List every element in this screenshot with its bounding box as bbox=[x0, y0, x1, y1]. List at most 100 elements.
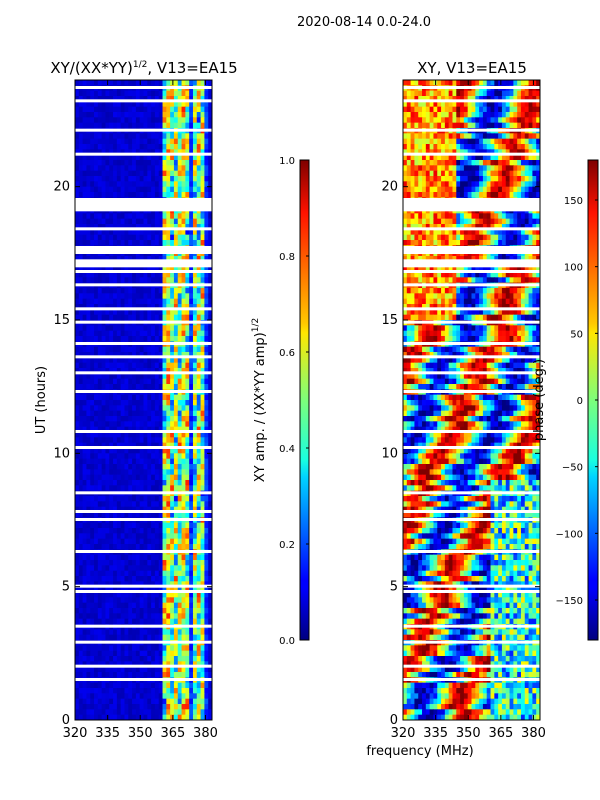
left-heatmap-cell bbox=[97, 512, 103, 518]
right-heatmap-cell bbox=[486, 106, 492, 113]
right-heatmap-cell bbox=[517, 80, 522, 86]
left-heatmap-cell bbox=[189, 336, 194, 342]
left-heatmap-cell bbox=[189, 682, 194, 689]
left-heatmap-cell bbox=[204, 357, 209, 364]
left-heatmap-cell bbox=[147, 560, 152, 566]
left-heatmap-cell bbox=[113, 656, 118, 662]
right-heatmap-cell bbox=[441, 122, 446, 129]
left-heatmap-cell bbox=[94, 698, 99, 705]
left-heatmap-cell bbox=[181, 154, 186, 161]
left-heatmap-cell bbox=[90, 325, 95, 332]
left-heatmap-cell bbox=[78, 432, 84, 438]
right-heatmap-cell bbox=[532, 122, 537, 129]
left-heatmap-cell bbox=[151, 160, 156, 166]
left-heatmap-cell bbox=[204, 186, 209, 193]
left-heatmap-cell bbox=[147, 688, 152, 694]
left-heatmap-cell bbox=[185, 645, 190, 652]
left-heatmap-cell bbox=[162, 661, 167, 668]
left-heatmap-cell bbox=[173, 544, 179, 550]
left-heatmap-cell bbox=[147, 682, 152, 689]
left-heatmap-cell bbox=[113, 613, 118, 620]
left-heatmap-cell bbox=[101, 506, 107, 513]
left-heatmap-cell bbox=[82, 101, 88, 108]
left-heatmap-cell bbox=[177, 586, 183, 593]
left-heatmap-cell bbox=[204, 394, 209, 401]
left-heatmap-cell bbox=[120, 485, 126, 492]
left-heatmap-cell bbox=[177, 224, 183, 230]
left-heatmap-cell bbox=[132, 533, 137, 540]
left-heatmap-cell bbox=[200, 554, 205, 561]
left-heatmap-cell bbox=[109, 698, 114, 705]
left-heatmap-cell bbox=[139, 234, 145, 241]
left-heatmap-cell bbox=[75, 298, 80, 305]
left-heatmap-cell bbox=[151, 117, 156, 124]
right-heatmap-cell bbox=[418, 117, 423, 124]
left-heatmap-cell bbox=[196, 464, 202, 470]
left-heatmap-cell bbox=[154, 368, 160, 374]
left-heatmap-cell bbox=[173, 608, 179, 614]
left-heatmap-cell bbox=[101, 298, 107, 305]
left-heatmap-cell bbox=[204, 688, 209, 694]
left-heatmap-cell bbox=[90, 698, 95, 705]
left-heatmap-cell bbox=[173, 442, 179, 449]
left-heatmap-cell bbox=[189, 117, 194, 124]
right-heatmap-cell bbox=[501, 90, 507, 97]
left-heatmap-cell bbox=[170, 224, 175, 230]
left-heatmap-cell bbox=[82, 106, 88, 113]
left-heatmap-cell bbox=[101, 192, 107, 198]
right-heatmap-cell bbox=[486, 154, 492, 161]
left-heatmap-cell bbox=[94, 400, 99, 406]
right-heatmap-cell bbox=[520, 122, 526, 129]
right-heatmap-cell bbox=[456, 106, 461, 113]
left-heatmap-cell bbox=[75, 218, 80, 225]
left-heatmap-cell bbox=[101, 442, 107, 449]
left-heatmap-cell bbox=[204, 309, 209, 316]
left-heatmap-cell bbox=[105, 186, 110, 193]
left-heatmap-cell bbox=[78, 170, 84, 177]
left-heatmap-cell bbox=[173, 154, 179, 161]
left-heatmap-cell bbox=[94, 90, 99, 97]
left-heatmap-cell bbox=[128, 709, 133, 716]
left-heatmap-cell bbox=[97, 325, 103, 332]
left-heatmap-cell bbox=[151, 650, 156, 657]
left-heatmap-cell bbox=[147, 165, 152, 172]
left-heatmap-cell bbox=[116, 133, 122, 140]
left-heatmap-cell bbox=[113, 330, 118, 337]
left-heatmap-cell bbox=[208, 645, 212, 652]
left-heatmap-cell bbox=[154, 218, 160, 225]
left-heatmap-cell bbox=[173, 357, 179, 364]
left-heatmap-cell bbox=[181, 117, 186, 124]
left-heatmap-cell bbox=[177, 229, 183, 236]
left-heatmap-cell bbox=[147, 362, 152, 369]
left-heatmap-cell bbox=[200, 474, 205, 481]
left-heatmap-cell bbox=[143, 496, 148, 502]
left-heatmap-cell bbox=[185, 400, 190, 406]
left-heatmap-cell bbox=[124, 309, 129, 316]
right-heatmap-cell bbox=[406, 133, 412, 140]
left-heatmap-cell bbox=[124, 442, 129, 449]
left-heatmap-cell bbox=[181, 608, 186, 614]
left-heatmap-cell bbox=[177, 277, 183, 284]
left-heatmap-cell bbox=[151, 480, 156, 486]
right-heatmap-cell bbox=[524, 112, 530, 118]
right-heatmap-cell bbox=[441, 90, 446, 97]
left-heatmap-cell bbox=[132, 650, 137, 657]
right-heatmap-cell bbox=[494, 117, 499, 124]
left-heatmap-cell bbox=[90, 410, 95, 417]
left-heatmap-cell bbox=[109, 565, 114, 572]
left-heatmap-cell bbox=[154, 101, 160, 108]
left-heatmap-cell bbox=[78, 256, 84, 262]
left-heatmap-cell bbox=[196, 314, 202, 321]
left-heatmap-cell bbox=[173, 688, 179, 694]
left-heatmap-cell bbox=[128, 442, 133, 449]
left-heatmap-cell bbox=[200, 325, 205, 332]
left-heatmap-cell bbox=[185, 581, 190, 588]
right-heatmap-cell bbox=[418, 133, 423, 140]
left-heatmap-cell bbox=[109, 458, 114, 465]
left-heatmap-cell bbox=[166, 384, 171, 390]
left-heatmap-cell bbox=[101, 421, 107, 428]
left-heatmap-cell bbox=[128, 352, 133, 358]
left-heatmap-cell bbox=[113, 704, 118, 710]
left-heatmap-cell bbox=[124, 448, 129, 454]
left-heatmap-cell bbox=[173, 533, 179, 540]
